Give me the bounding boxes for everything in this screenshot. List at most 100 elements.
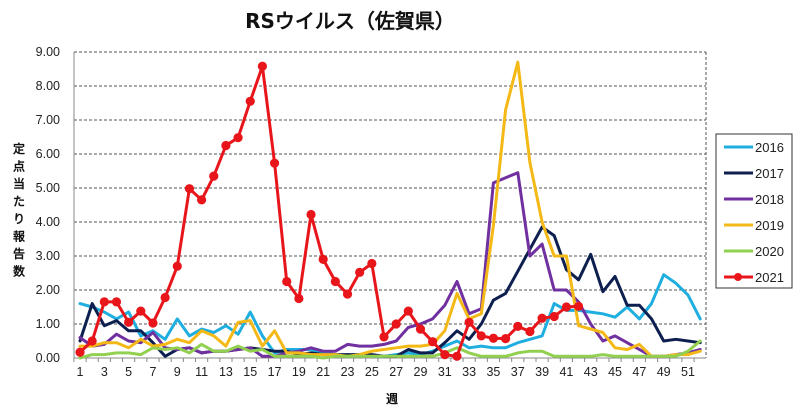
y-axis-label-char: 当 bbox=[13, 176, 25, 191]
y-axis-label-char: り bbox=[13, 212, 25, 226]
data-point-2021 bbox=[209, 171, 219, 181]
data-point-2021 bbox=[355, 267, 365, 277]
legend-label: 2019 bbox=[755, 218, 784, 233]
series-lines bbox=[75, 60, 702, 361]
y-tick-label: 1.00 bbox=[36, 317, 60, 331]
data-point-2021 bbox=[464, 317, 474, 327]
data-point-2021 bbox=[282, 276, 292, 287]
x-tick-label: 3 bbox=[101, 365, 108, 379]
y-axis-label-char: 数 bbox=[13, 264, 26, 279]
data-point-2021 bbox=[87, 336, 97, 346]
series-line-2019 bbox=[78, 60, 702, 358]
x-tick-label: 39 bbox=[535, 365, 549, 379]
y-axis-label-char: 定 bbox=[13, 141, 25, 156]
y-axis-label-char: 点 bbox=[13, 159, 25, 174]
x-tick-label: 51 bbox=[681, 365, 695, 379]
data-point-2021 bbox=[257, 61, 267, 71]
legend-label: 2020 bbox=[755, 244, 784, 259]
gridlines bbox=[74, 51, 707, 358]
data-point-2021 bbox=[318, 254, 328, 264]
y-tick-label: 6.00 bbox=[36, 147, 60, 161]
x-tick-label: 29 bbox=[414, 365, 428, 379]
data-point-2021 bbox=[561, 302, 572, 312]
x-tick-label: 41 bbox=[559, 365, 573, 379]
x-tick-label: 35 bbox=[486, 365, 500, 379]
data-point-2021 bbox=[525, 326, 535, 337]
x-tick-label: 9 bbox=[174, 365, 181, 379]
data-point-2021 bbox=[294, 293, 304, 304]
x-tick-label: 21 bbox=[316, 365, 330, 379]
x-tick-label: 23 bbox=[341, 365, 355, 379]
data-point-2021 bbox=[391, 319, 401, 329]
x-tick-label: 31 bbox=[438, 365, 452, 379]
data-point-2021 bbox=[537, 313, 547, 323]
data-point-2021 bbox=[184, 184, 195, 194]
y-tick-label: 8.00 bbox=[36, 79, 60, 93]
y-tick-labels: 0.00 1.00 2.00 3.00 4.00 5.00 6.00 7.00 8.00 9.00 bbox=[36, 45, 60, 365]
legend-item-2016: 2016 bbox=[724, 140, 784, 155]
data-point-2021 bbox=[233, 133, 243, 143]
x-tick-label: 7 bbox=[149, 365, 156, 379]
data-point-2021 bbox=[306, 209, 316, 220]
x-tick-label: 15 bbox=[243, 365, 257, 379]
data-point-2021 bbox=[549, 311, 559, 322]
axes bbox=[73, 52, 706, 362]
series-2021 bbox=[75, 61, 584, 361]
x-tick-label: 33 bbox=[462, 365, 476, 379]
data-point-2021 bbox=[245, 96, 255, 106]
data-point-2021 bbox=[111, 297, 122, 307]
x-tick-label: 43 bbox=[584, 365, 598, 379]
y-tick-label: 0.00 bbox=[36, 351, 60, 365]
y-tick-label: 5.00 bbox=[36, 181, 60, 195]
legend: 2016 2017 2018 2019 2020 2021 bbox=[715, 133, 793, 289]
x-tick-label: 13 bbox=[219, 365, 233, 379]
legend-label: 2018 bbox=[755, 192, 784, 207]
data-point-2021 bbox=[452, 351, 462, 361]
data-point-2021 bbox=[379, 332, 389, 342]
x-tick-label: 17 bbox=[268, 365, 282, 379]
data-point-2021 bbox=[342, 289, 353, 299]
legend-item-2020: 2020 bbox=[724, 244, 784, 259]
series-line-2021 bbox=[78, 64, 581, 358]
x-tick-labels: 1 3 5 7 9 11 13 15 17 19 21 23 25 27 29 31 33 35 37 39 41 43 4… bbox=[77, 365, 695, 379]
series-2020 bbox=[78, 339, 702, 360]
data-point-2021 bbox=[367, 258, 377, 269]
data-point-2021 bbox=[221, 140, 231, 151]
series-2018 bbox=[78, 171, 702, 358]
y-tick-label: 4.00 bbox=[36, 215, 60, 229]
data-point-2021 bbox=[269, 158, 280, 168]
legend-item-2021: 2021 bbox=[724, 270, 784, 285]
x-tick-label: 19 bbox=[292, 365, 306, 379]
data-point-2021 bbox=[476, 331, 486, 341]
y-tick-label: 9.00 bbox=[36, 45, 60, 59]
data-point-2021 bbox=[428, 337, 438, 347]
data-point-2021 bbox=[501, 334, 511, 344]
series-line-2020 bbox=[78, 339, 702, 360]
data-point-2021 bbox=[99, 297, 109, 307]
legend-item-2018: 2018 bbox=[724, 192, 784, 207]
legend-label: 2021 bbox=[755, 270, 784, 285]
x-tick-label: 5 bbox=[125, 365, 132, 379]
legend-label: 2016 bbox=[755, 140, 784, 155]
y-tick-label: 7.00 bbox=[36, 113, 60, 127]
series-2019 bbox=[78, 60, 702, 358]
x-tick-label: 45 bbox=[608, 365, 622, 379]
x-tick-label: 27 bbox=[389, 365, 403, 379]
y-axis-label-char: 告 bbox=[13, 246, 25, 261]
y-axis-label-char: 報 bbox=[13, 229, 26, 244]
data-point-2021 bbox=[513, 321, 523, 331]
data-point-2021 bbox=[330, 276, 340, 287]
data-point-2021 bbox=[488, 333, 499, 343]
data-point-2021 bbox=[403, 306, 413, 316]
x-tick-label: 37 bbox=[511, 365, 525, 379]
x-tick-label: 11 bbox=[195, 365, 208, 379]
data-point-2021 bbox=[440, 350, 450, 360]
x-tick-label: 25 bbox=[365, 365, 379, 379]
data-point-2021 bbox=[148, 318, 158, 328]
data-point-2021 bbox=[172, 261, 182, 271]
x-tick-label: 1 bbox=[77, 365, 84, 379]
data-point-2021 bbox=[136, 306, 146, 316]
y-axis-label-char: た bbox=[13, 195, 25, 209]
